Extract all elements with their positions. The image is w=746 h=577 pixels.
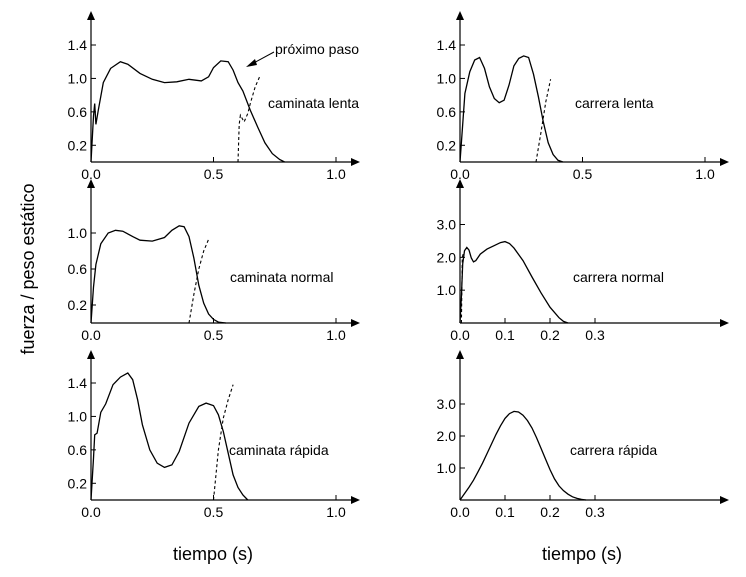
fast-run-force-curve [459,410,587,501]
fast-run-x-tick-label: 0.2 [540,504,560,520]
fast-walk-panel: 0.0 0.5 1.0 0.2 0.6 1.0 1.4 caminata rápida [68,350,360,520]
normal-walk-next-step-curve [188,239,210,324]
fast-run-x-tick-label: 0.3 [585,504,605,520]
slow-walk-x-tick-label: 0.0 [81,166,101,182]
fast-walk-next-step-curve [212,384,234,501]
fast-walk-y-tick-label: 0.6 [68,442,88,458]
normal-walk-force-curve [90,225,226,324]
slow-run-x-tick-label: 0.5 [573,166,593,182]
fast-run-panel: 0.0 0.1 0.2 0.3 1.0 2.0 3.0 carrera rápida [437,350,729,520]
normal-walk-y-tick-label: 0.6 [68,261,88,277]
fast-run-y-tick-label: 2.0 [437,428,457,444]
normal-walk-x-axis-arrow [351,319,360,327]
x-axis-title-right: tiempo (s) [542,544,622,564]
slow-walk-force-curve [90,60,285,163]
fast-run-y-tick-label: 1.0 [437,460,457,476]
next-step-annotation: próximo paso [246,41,359,67]
slow-walk-panel: 0.0 0.5 1.0 0.2 0.6 1.0 1.4 caminata lenta [68,11,360,182]
slow-walk-y-tick-label: 0.2 [68,137,88,153]
slow-walk-x-tick-label: 0.5 [204,166,224,182]
normal-run-y-tick-label: 1.0 [437,282,457,298]
fast-walk-x-tick-label: 0.5 [204,504,224,520]
slow-walk-y-tick-label: 0.6 [68,104,88,120]
y-axis-title: fuerza / peso estático [18,183,38,354]
fast-walk-y-tick-label: 1.0 [68,408,88,424]
normal-walk-panel: 0.0 0.5 1.0 0.2 0.6 1.0 caminata normal [68,179,360,343]
fast-walk-y-tick-label: 0.2 [68,475,88,491]
normal-walk-y-axis-arrow [87,179,95,188]
normal-run-x-tick-label: 0.0 [450,327,470,343]
slow-run-y-tick-label: 1.4 [437,37,457,53]
normal-walk-x-tick-label: 0.5 [204,327,224,343]
slow-walk-y-tick-label: 1.0 [68,70,88,86]
normal-walk-y-tick-label: 0.2 [68,297,88,313]
normal-walk-x-tick-label: 0.0 [81,327,101,343]
fast-walk-y-axis-arrow [87,350,95,359]
normal-run-x-tick-label: 0.1 [495,327,515,343]
next-step-label: próximo paso [275,41,359,57]
normal-walk-y-tick-label: 1.0 [68,225,88,241]
slow-walk-y-axis-arrow [87,11,95,20]
slow-run-x-tick-label: 1.0 [695,166,715,182]
fast-run-x-tick-label: 0.1 [495,504,515,520]
slow-run-next-step-curve [535,79,552,163]
slow-run-panel: 0.0 0.5 1.0 0.2 0.6 1.0 1.4 carrera lenta [437,11,729,182]
slow-walk-x-tick-label: 1.0 [326,166,346,182]
normal-run-x-tick-label: 0.3 [585,327,605,343]
slow-run-y-tick-label: 0.6 [437,104,457,120]
slow-run-y-tick-label: 0.2 [437,137,457,153]
x-axis-title-left: tiempo (s) [173,544,253,564]
fast-run-x-axis-arrow [720,496,729,504]
normal-run-panel: 0.0 0.1 0.2 0.3 1.0 2.0 3.0 carrera normal [437,179,729,343]
slow-walk-y-tick-label: 1.4 [68,37,88,53]
fast-walk-x-axis-arrow [351,496,360,504]
slow-run-force-curve [459,55,564,163]
normal-run-y-axis-arrow [456,179,464,188]
fast-walk-force-curve [90,372,249,501]
fast-walk-label: caminata rápida [229,442,329,458]
fast-run-y-axis-arrow [456,350,464,359]
normal-run-x-tick-label: 0.2 [540,327,560,343]
slow-run-x-tick-label: 0.0 [450,166,470,182]
normal-walk-x-tick-label: 1.0 [326,327,346,343]
fast-run-x-tick-label: 0.0 [450,504,470,520]
normal-run-x-axis-arrow [720,319,729,327]
fast-walk-y-tick-label: 1.4 [68,375,88,391]
fast-walk-x-tick-label: 1.0 [326,504,346,520]
normal-run-y-tick-label: 3.0 [437,217,457,233]
fast-run-y-tick-label: 3.0 [437,396,457,412]
slow-walk-x-axis-arrow [351,158,360,166]
slow-run-y-axis-arrow [456,11,464,20]
slow-walk-next-step-curve [237,75,261,163]
normal-run-y-tick-label: 2.0 [437,249,457,265]
slow-run-x-axis-arrow [720,158,729,166]
next-step-arrowhead [246,59,257,67]
slow-walk-label: caminata lenta [268,95,359,111]
slow-run-label: carrera lenta [575,95,654,111]
fast-run-label: carrera rápida [570,442,657,458]
slow-run-y-tick-label: 1.0 [437,70,457,86]
normal-walk-label: caminata normal [230,269,334,285]
fast-walk-x-tick-label: 0.0 [81,504,101,520]
normal-run-label: carrera normal [573,269,664,285]
normal-run-force-curve [459,240,569,324]
